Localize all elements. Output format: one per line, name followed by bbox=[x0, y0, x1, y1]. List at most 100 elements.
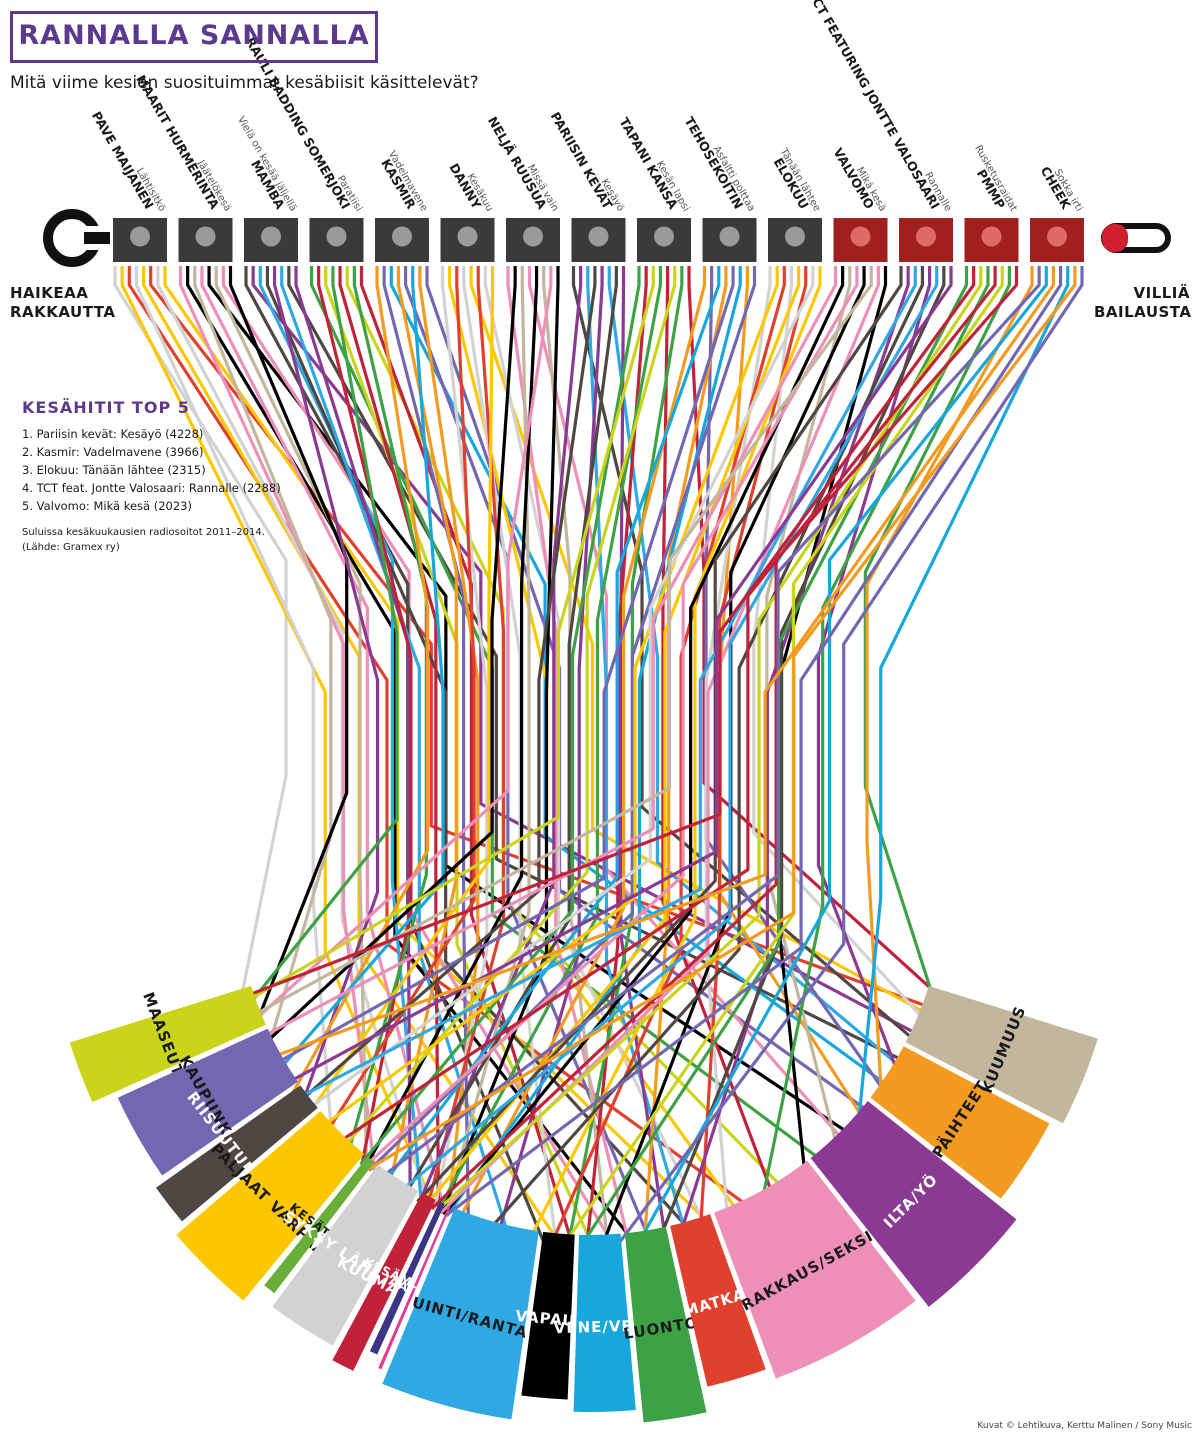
song-theme-line bbox=[280, 266, 511, 1237]
top5-title: KESÄHITIT TOP 5 bbox=[22, 398, 190, 417]
song-theme-line bbox=[262, 266, 517, 1046]
song-theme-line bbox=[617, 266, 1084, 1245]
song-theme-line bbox=[442, 266, 845, 1216]
song-theme-line bbox=[258, 266, 424, 1204]
theme-segment-kesamekko bbox=[369, 1201, 445, 1355]
song-theme-line bbox=[856, 266, 1070, 1128]
song-theme-line bbox=[287, 266, 908, 1064]
top5-item: 5. Valvomo: Mikä kesä (2023) bbox=[22, 499, 192, 513]
song-theme-line bbox=[207, 266, 853, 1137]
song-theme-line bbox=[424, 266, 801, 1207]
song-theme-line bbox=[383, 266, 721, 1183]
artist-photo-face bbox=[523, 226, 543, 247]
song-theme-line bbox=[416, 266, 903, 1203]
song-theme-line bbox=[398, 266, 939, 1193]
song-theme-line bbox=[274, 266, 735, 1066]
song-theme-line bbox=[156, 266, 431, 1209]
song-theme-line bbox=[457, 266, 707, 1222]
plug-left-prong bbox=[84, 232, 110, 244]
song-theme-line bbox=[336, 266, 997, 1145]
song-theme-line bbox=[366, 266, 1077, 1171]
song-theme-line bbox=[542, 266, 610, 1245]
song-theme-line bbox=[250, 266, 873, 1018]
song-theme-line bbox=[601, 266, 866, 1246]
song-theme-line bbox=[436, 266, 663, 1213]
artist-photo-face bbox=[916, 226, 936, 247]
song-theme-line bbox=[445, 266, 1063, 1217]
song-theme-line bbox=[389, 266, 892, 1089]
artist-name: PAVE MAIJANEN bbox=[89, 109, 157, 212]
photo-credit: Kuvat © Lehtikuva, Kerttu Malinen / Sony… bbox=[977, 1421, 1192, 1431]
top5-box: KESÄHITIT TOP 5 1. Pariisin kevät: Kesäy… bbox=[22, 398, 322, 555]
theme-segment-syksy-lahenee bbox=[272, 1164, 419, 1346]
song-theme-line bbox=[752, 266, 928, 1023]
song-theme-line bbox=[760, 266, 990, 1203]
song-theme-line bbox=[134, 266, 334, 1139]
title-box: RANNALLA SANNALLA bbox=[10, 11, 378, 63]
song-theme-line bbox=[285, 266, 953, 1085]
artist-photo-face bbox=[392, 226, 412, 247]
song-theme-line bbox=[586, 266, 688, 1233]
song-theme-line bbox=[320, 266, 779, 1129]
song-theme-line bbox=[658, 266, 946, 1239]
artist-name: TCT FEATURING JONTTE VALOSAARI bbox=[805, 0, 943, 212]
theme-segment-riisuutuminen bbox=[156, 1085, 318, 1222]
song-theme-line bbox=[432, 266, 489, 1211]
song-theme-line bbox=[439, 266, 880, 1215]
song-theme-line bbox=[765, 266, 852, 1149]
top5-list: 1. Pariisin kevät: Kesäyö (4228) 2. Kasm… bbox=[22, 425, 322, 515]
artist-photo-face bbox=[785, 226, 805, 247]
theme-segment-luonto bbox=[624, 1226, 707, 1423]
top5-note-text: Suluissa kesäkuukausien radiosoitot 2011… bbox=[22, 527, 265, 538]
song-theme-line bbox=[193, 266, 333, 1052]
song-theme-line bbox=[246, 266, 399, 1008]
song-theme-line bbox=[865, 266, 1034, 1100]
artist-photo-face bbox=[457, 226, 478, 247]
theme-segment-uinti-ranta bbox=[382, 1208, 539, 1420]
song-theme-line bbox=[445, 266, 742, 1217]
song-theme-line bbox=[260, 266, 838, 1040]
theme-segment-matka bbox=[670, 1214, 766, 1387]
artist-photo-face bbox=[130, 226, 150, 247]
song-theme-line bbox=[378, 266, 1041, 1180]
song-theme-line bbox=[678, 266, 910, 1235]
song-title: Vielä on kesää jäljellä bbox=[235, 115, 298, 214]
theme-segment-ilta-yo bbox=[810, 1101, 1017, 1307]
top5-item: 4. TCT feat. Jontte Valosaari: Rannalle … bbox=[22, 481, 281, 495]
artist-name: TAPANI KANSA bbox=[616, 115, 681, 212]
song-theme-line bbox=[863, 266, 1011, 1002]
song-theme-line bbox=[252, 266, 553, 1023]
song-theme-line bbox=[186, 266, 636, 1244]
song-theme-line bbox=[435, 266, 983, 1213]
scale-right-text: VILLIÄ BAILAUSTA bbox=[1094, 284, 1192, 321]
song-theme-line bbox=[443, 266, 531, 1216]
song-theme-line bbox=[307, 266, 495, 1115]
plug-right-cap bbox=[1102, 224, 1128, 252]
artist-name: TEHOSEKOITIN bbox=[682, 114, 747, 211]
top5-item: 3. Elokuu: Tänään lähtee (2315) bbox=[22, 463, 206, 477]
song-theme-line bbox=[425, 266, 506, 1208]
song-theme-line bbox=[382, 266, 471, 1225]
song-theme-line bbox=[265, 266, 692, 1232]
top5-source: (Lähde: Gramex ry) bbox=[22, 542, 120, 553]
song-theme-line bbox=[506, 266, 631, 1244]
song-theme-line bbox=[367, 266, 757, 1172]
artist-photo-face bbox=[654, 226, 674, 247]
song-theme-line bbox=[637, 266, 1048, 1243]
song-theme-line bbox=[487, 266, 925, 1232]
theme-label-vene-vesi: VENE/VESI bbox=[553, 1317, 651, 1338]
theme-segment-paihteet bbox=[870, 1046, 1050, 1199]
artist-photo-face bbox=[719, 226, 740, 247]
theme-segment-maaseutu bbox=[69, 985, 266, 1103]
